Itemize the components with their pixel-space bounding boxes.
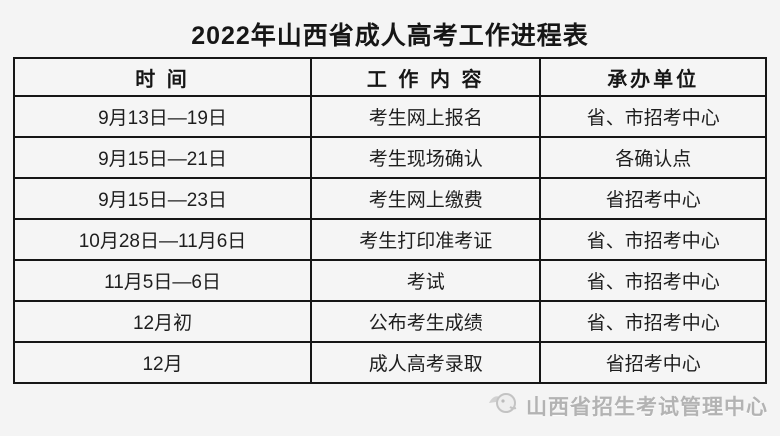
column-header-work-content: 工 作 内 容	[310, 57, 542, 97]
table-cell: 12月初	[12, 300, 313, 343]
table-cell: 成人高考录取	[310, 341, 542, 384]
table-row: 9月15日—23日 考生网上缴费 省招考中心	[12, 177, 767, 220]
table-cell: 11月5日—6日	[12, 259, 313, 302]
schedule-table: 时 间 工 作 内 容 承办单位 9月13日—19日 考生网上报名 省、市招考中心 9…	[12, 57, 767, 384]
table-cell: 考生网上报名	[310, 95, 542, 138]
table-cell: 省、市招考中心	[539, 95, 767, 138]
table-row: 11月5日—6日 考试 省、市招考中心	[12, 259, 767, 302]
table-cell: 考试	[310, 259, 542, 302]
table-cell: 9月15日—23日	[12, 177, 313, 220]
table-cell: 各确认点	[539, 136, 767, 179]
table-cell: 省招考中心	[539, 341, 767, 384]
table-cell: 9月15日—21日	[12, 136, 313, 179]
table-row: 12月初 公布考生成绩 省、市招考中心	[12, 300, 767, 343]
watermark: 山西省招生考试管理中心	[487, 389, 768, 423]
table-cell: 考生现场确认	[310, 136, 542, 179]
table-cell: 省招考中心	[539, 177, 767, 220]
schedule-table-body: 9月13日—19日 考生网上报名 省、市招考中心 9月15日—21日 考生现场确认 各确认…	[12, 95, 767, 384]
table-row: 9月13日—19日 考生网上报名 省、市招考中心	[12, 95, 767, 138]
table-cell: 省、市招考中心	[539, 218, 767, 261]
table-cell: 考生打印准考证	[310, 218, 542, 261]
table-cell: 10月28日—11月6日	[12, 218, 313, 261]
table-cell: 12月	[12, 341, 313, 384]
table-cell: 省、市招考中心	[539, 300, 767, 343]
table-row: 10月28日—11月6日 考生打印准考证 省、市招考中心	[12, 218, 767, 261]
table-cell: 考生网上缴费	[310, 177, 542, 220]
page-title: 2022年山西省成人高考工作进程表	[191, 22, 589, 50]
column-header-undertaking-unit: 承办单位	[539, 57, 767, 97]
table-row: 12月 成人高考录取 省招考中心	[12, 341, 767, 384]
table-cell: 9月13日—19日	[12, 95, 313, 138]
table-cell: 省、市招考中心	[539, 259, 767, 302]
table-cell: 公布考生成绩	[310, 300, 542, 343]
table-header-row: 时 间 工 作 内 容 承办单位	[12, 57, 767, 97]
watermark-label: 山西省招生考试管理中心	[526, 396, 768, 419]
table-row: 9月15日—21日 考生现场确认 各确认点	[12, 136, 767, 179]
column-header-time: 时 间	[12, 57, 313, 97]
mascot-logo-icon	[487, 389, 521, 423]
